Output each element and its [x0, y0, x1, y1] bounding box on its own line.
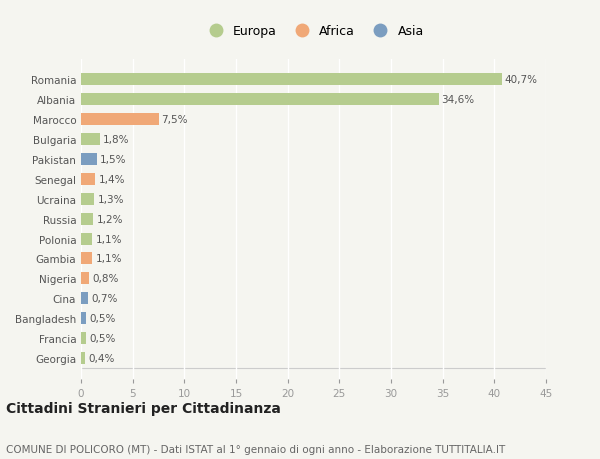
Bar: [81, 352, 85, 364]
Text: 0,5%: 0,5%: [89, 333, 116, 343]
Bar: [81, 74, 502, 86]
Bar: [81, 273, 89, 285]
Bar: [81, 154, 97, 166]
Bar: [81, 213, 94, 225]
Text: 7,5%: 7,5%: [161, 115, 188, 125]
Text: 0,8%: 0,8%: [92, 274, 119, 284]
Bar: [81, 94, 439, 106]
Bar: [81, 332, 86, 344]
Text: COMUNE DI POLICORO (MT) - Dati ISTAT al 1° gennaio di ogni anno - Elaborazione T: COMUNE DI POLICORO (MT) - Dati ISTAT al …: [6, 444, 505, 454]
Text: 1,3%: 1,3%: [98, 194, 124, 204]
Text: 1,2%: 1,2%: [97, 214, 123, 224]
Bar: [81, 313, 86, 325]
Text: 1,1%: 1,1%: [95, 254, 122, 264]
Text: 0,7%: 0,7%: [91, 294, 118, 303]
Bar: [81, 174, 95, 185]
Bar: [81, 233, 92, 245]
Text: 1,8%: 1,8%: [103, 135, 129, 145]
Text: 1,5%: 1,5%: [100, 155, 126, 165]
Legend: Europa, Africa, Asia: Europa, Africa, Asia: [199, 21, 428, 42]
Bar: [81, 114, 158, 126]
Bar: [81, 253, 92, 265]
Text: 0,5%: 0,5%: [89, 313, 116, 324]
Text: 1,1%: 1,1%: [95, 234, 122, 244]
Bar: [81, 134, 100, 146]
Text: 40,7%: 40,7%: [505, 75, 538, 85]
Text: Cittadini Stranieri per Cittadinanza: Cittadini Stranieri per Cittadinanza: [6, 402, 281, 415]
Bar: [81, 193, 94, 205]
Text: 0,4%: 0,4%: [88, 353, 115, 363]
Text: 34,6%: 34,6%: [442, 95, 475, 105]
Text: 1,4%: 1,4%: [98, 174, 125, 185]
Bar: [81, 293, 88, 305]
